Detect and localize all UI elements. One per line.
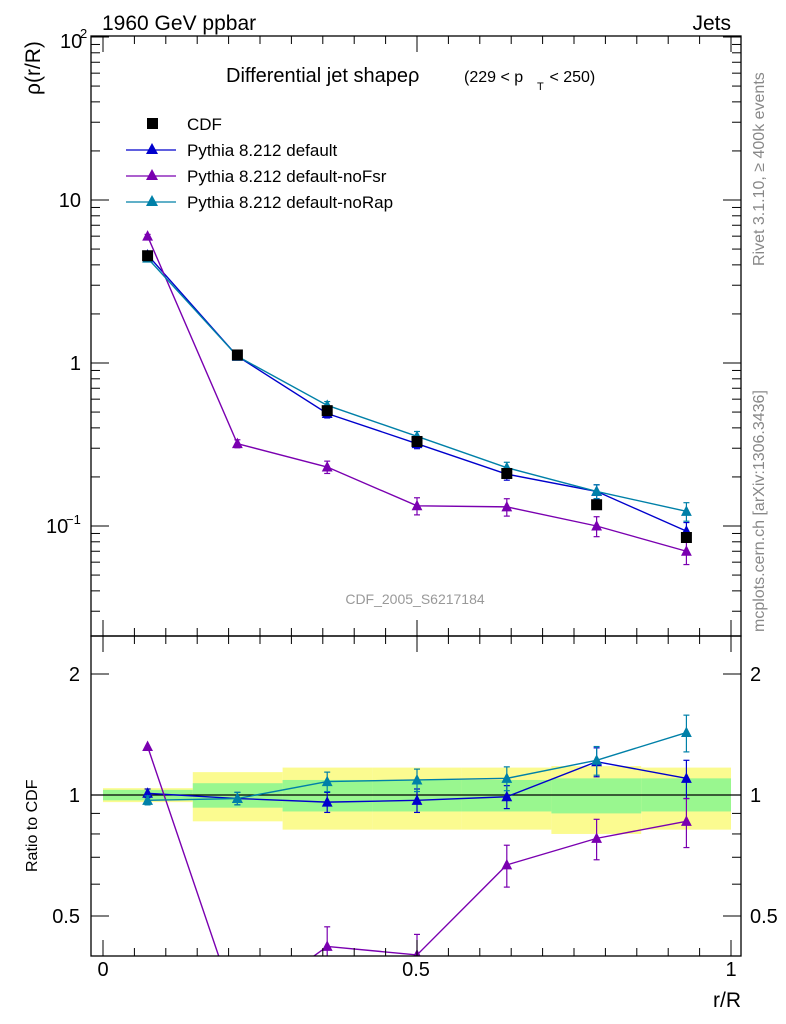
ratio-panel: 2 1 0.5 2 1 0.5 Ratio to CDF 0 0.5 1 r/R bbox=[24, 635, 778, 1016]
ratio-ytick-05-right: 0.5 bbox=[750, 906, 778, 928]
ratio-point-default bbox=[681, 772, 692, 783]
band-inner bbox=[551, 778, 642, 814]
ratio-point-norap bbox=[231, 792, 243, 804]
legend-label-cdf: CDF bbox=[187, 115, 222, 134]
ratio-point-nofsr bbox=[591, 832, 603, 843]
ratio-point-norap bbox=[501, 772, 513, 783]
chart-title-main: Differential jet shapeρ bbox=[226, 65, 419, 87]
legend-label-nofsr: Pythia 8.212 default-noFsr bbox=[187, 167, 387, 186]
ratio-point-nofsr bbox=[321, 940, 333, 951]
data-point-cdf bbox=[591, 499, 603, 511]
ratio-point-norap bbox=[411, 773, 423, 785]
ratio-point-nofsr bbox=[501, 858, 513, 870]
ratio-point-norap bbox=[591, 754, 603, 765]
data-point-nofsr bbox=[591, 520, 603, 531]
ratio-ytick-1-left: 1 bbox=[69, 785, 80, 807]
data-point-cdf bbox=[680, 532, 692, 544]
legend-marker-cdf bbox=[147, 118, 158, 129]
chart-title-sub-b: < 250) bbox=[545, 69, 595, 86]
ratio-plot-marks bbox=[142, 714, 692, 1016]
series-line-norap bbox=[147, 257, 687, 513]
ratio-ytick-05-left: 0.5 bbox=[52, 906, 80, 928]
data-point-cdf bbox=[501, 467, 513, 479]
energy-label: 1960 GeV ppbar bbox=[102, 12, 256, 35]
analysis-label: CDF_2005_S6217184 bbox=[345, 591, 485, 607]
ratio-ytick-2-right: 2 bbox=[750, 664, 761, 686]
rivet-label: Rivet 3.1.10, ≥ 400k events bbox=[751, 72, 768, 266]
main-ytick-1: 1 bbox=[70, 353, 81, 375]
data-point-nofsr bbox=[681, 545, 692, 556]
data-point-nofsr bbox=[142, 230, 153, 241]
data-point-nofsr bbox=[321, 461, 333, 472]
data-point-cdf bbox=[142, 250, 154, 262]
main-ytick-01-exp: −1 bbox=[66, 512, 81, 527]
ratio-axis-ticks bbox=[91, 636, 741, 956]
main-axis-ticks bbox=[91, 36, 741, 636]
ratio-point-default bbox=[321, 796, 333, 807]
ratio-point-norap bbox=[321, 775, 333, 787]
data-point-nofsr bbox=[231, 437, 243, 449]
data-point-norap bbox=[681, 505, 692, 516]
main-ytick-10: 10 bbox=[59, 190, 81, 212]
legend-marker-nofsr bbox=[146, 169, 158, 180]
xlabel: r/R bbox=[713, 989, 741, 1012]
series-line-default bbox=[147, 254, 687, 532]
legend: CDF Pythia 8.212 default Pythia 8.212 de… bbox=[126, 115, 393, 212]
ratio-point-norap bbox=[142, 794, 153, 805]
ratio-frame bbox=[90, 635, 742, 957]
xtick-05: 0.5 bbox=[402, 959, 430, 981]
ratio-point-default bbox=[501, 790, 513, 802]
main-ytick-100-exp: 2 bbox=[80, 26, 87, 41]
data-point-norap bbox=[591, 485, 603, 496]
ratio-ytick-2-left: 2 bbox=[69, 664, 80, 686]
legend-label-norap: Pythia 8.212 default-noRap bbox=[187, 193, 393, 212]
ratio-point-nofsr bbox=[681, 815, 692, 826]
main-ylabel: ρ(r/R) bbox=[22, 41, 45, 95]
chart-title-sub-sub: T bbox=[537, 81, 544, 93]
ratio-point-default bbox=[142, 787, 153, 798]
process-label: Jets bbox=[692, 12, 731, 35]
legend-marker-norap bbox=[146, 195, 158, 206]
data-point-cdf bbox=[231, 349, 243, 361]
chart-title-sub-a: (229 < p bbox=[464, 69, 523, 86]
data-point-nofsr bbox=[411, 499, 423, 511]
legend-label-default: Pythia 8.212 default bbox=[187, 141, 338, 160]
data-point-cdf bbox=[411, 435, 423, 447]
ratio-ytick-1-right: 1 bbox=[750, 785, 761, 807]
mcplots-label: mcplots.cern.ch [arXiv:1306.3436] bbox=[751, 390, 768, 632]
ratio-point-default bbox=[411, 794, 423, 805]
data-point-cdf bbox=[321, 405, 333, 417]
legend-marker-default bbox=[146, 143, 158, 154]
ratio-point-norap bbox=[681, 726, 692, 738]
ratio-point-nofsr bbox=[232, 1005, 243, 1016]
xtick-0: 0 bbox=[97, 959, 108, 981]
xtick-1: 1 bbox=[725, 959, 736, 981]
data-point-nofsr bbox=[501, 500, 513, 512]
main-ytick-01: 10 bbox=[46, 516, 68, 538]
main-panel: 10 2 10 1 10 −1 ρ(r/R) Differential jet … bbox=[22, 26, 742, 637]
main-plot-marks bbox=[142, 230, 692, 566]
ratio-point-nofsr bbox=[142, 740, 153, 752]
ratio-ylabel: Ratio to CDF bbox=[24, 779, 41, 872]
main-ytick-100: 10 bbox=[60, 31, 82, 53]
